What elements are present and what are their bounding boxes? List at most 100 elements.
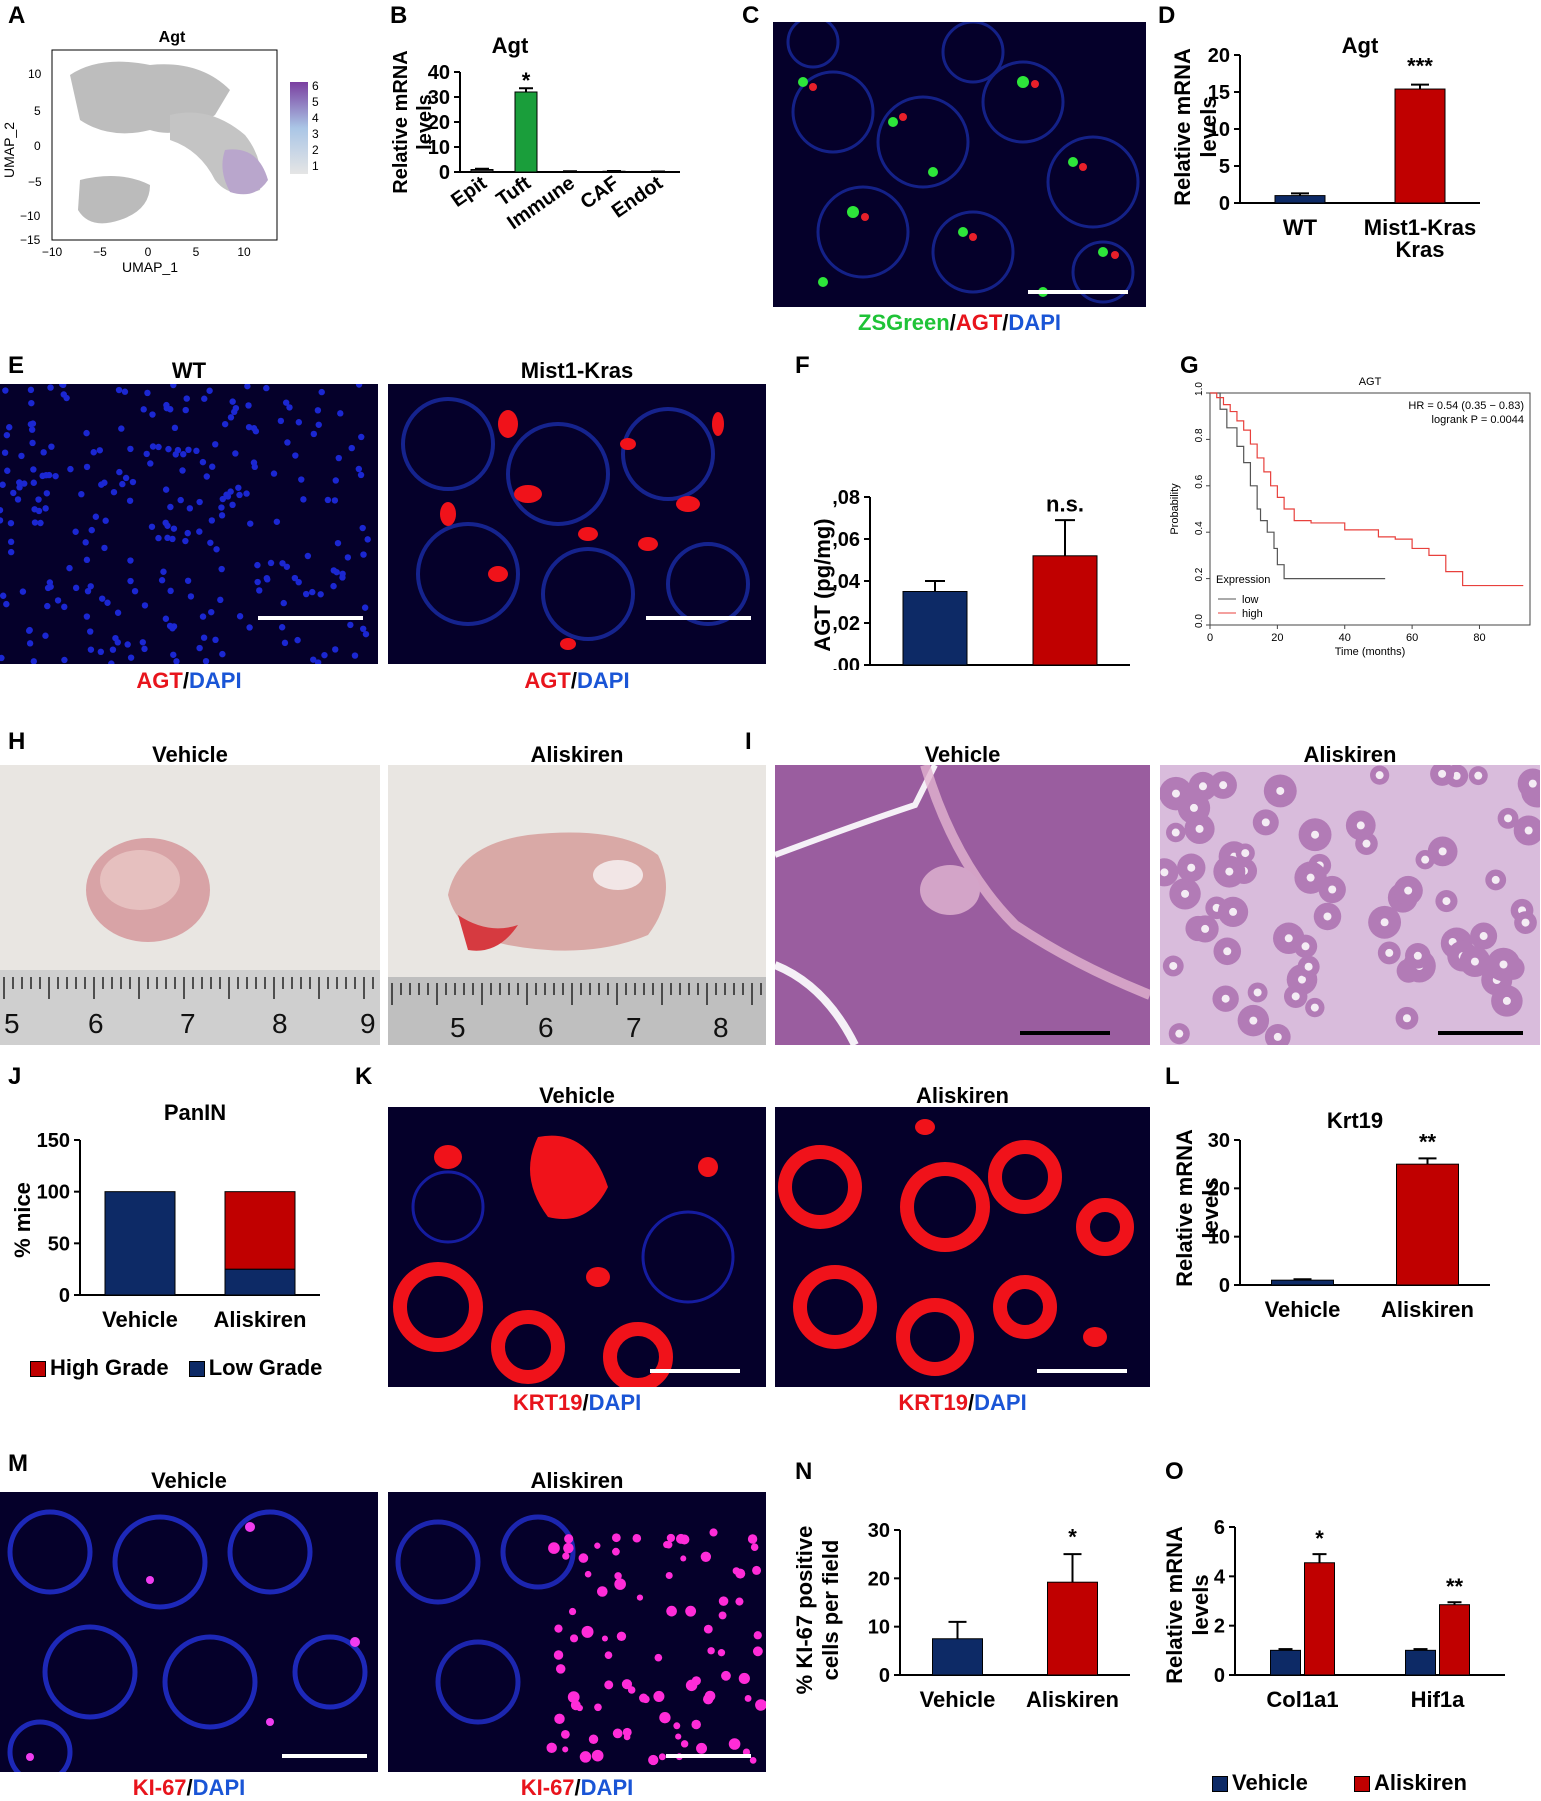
nucleus-dot [196,528,202,534]
ki67-dot [648,1755,658,1765]
title-k-left: Vehicle [388,1083,766,1109]
x-tick-label: Vehicle [102,1307,178,1332]
title-e-right: Mist1-Kras [388,358,766,384]
image-he-aliskiren [1160,765,1540,1045]
svg-text:0: 0 [145,245,152,259]
nucleus-dot [332,646,338,652]
nucleus-dot [162,520,168,526]
nucleus-dot [196,499,202,505]
ki67-dot [570,1634,578,1642]
nucleus-dot [310,656,316,662]
nucleus-dot [127,557,133,563]
nucleus-dot [44,490,50,496]
bar [933,1639,983,1675]
x-tick-label: 60 [1406,632,1418,644]
scale-bar [282,1754,367,1758]
nucleus-dot [229,502,235,508]
ki67-dot [613,1729,623,1739]
nucleus-dot [180,451,186,457]
nucleus-dot [179,467,185,473]
nucleus-dot [0,517,3,523]
y-axis-label: levels [414,94,436,150]
nucleus-dot [281,600,287,606]
y-axis-label: Relative mRNA [390,50,412,193]
nucleus-dot [8,539,14,545]
ki67-dot [556,1664,566,1674]
ki67-dot [612,1533,621,1542]
chart-title: AGT [1359,376,1382,388]
duct-lumen [1187,864,1195,872]
svg-text:10: 10 [28,67,42,81]
y-tick-label: 30 [1208,1130,1230,1152]
ki67-dot [605,1651,613,1659]
caption-k-right: KRT19/DAPI [775,1390,1150,1416]
nucleus-dot [362,604,368,610]
title-m-left: Vehicle [0,1468,378,1494]
nucleus-dot [213,546,219,552]
nucleus-dot [335,540,341,546]
bar [1397,1164,1459,1285]
svg-text:−15: −15 [20,233,41,247]
ki67-dot [701,1552,711,1562]
scale-bar [1037,1369,1127,1373]
duct-lumen [1274,1033,1282,1041]
y-axis-label: Probability [1169,483,1181,535]
nucleus-dot [111,489,117,495]
nucleus-dot [246,424,252,430]
duct-lumen [1160,868,1168,876]
ki67-dot [597,1586,608,1597]
nucleus-dot [31,480,37,486]
nucleus-dot [300,496,306,502]
nucleus-dot [150,443,156,449]
significance-mark: ** [1446,1574,1464,1599]
duct-lumen [1223,947,1231,955]
nucleus-dot [123,475,129,481]
nucleus-dot [99,595,105,601]
nucleus-dot [18,453,24,459]
nucleus-dot [73,585,79,591]
x-tick-label: 40 [1339,632,1351,644]
duct-lumen [1292,992,1300,1000]
km-curve-low [1210,393,1385,579]
panel-label-c: C [742,2,759,30]
umap-plot: Agt 10 5 0 −5 −10 −15 −10 −5 0 5 10 UMAP… [0,20,330,275]
ki67-dot [748,1534,757,1543]
nucleus-dot [356,466,362,472]
duct-lumen [1219,781,1227,789]
title-m-right: Aliskiren [388,1468,766,1494]
nucleus-dot [84,613,90,619]
ki67-dot [753,1646,763,1656]
x-tick-label: Aliskiren [214,1307,307,1332]
ki67-dot [579,1553,589,1563]
ki67-dot [675,1733,681,1739]
duct-lumen [1421,856,1429,864]
ki67-dot [582,1626,594,1638]
svg-text:−10: −10 [20,209,41,223]
significance-mark: *** [1407,54,1433,79]
svg-text:7: 7 [626,1012,642,1043]
ki67-dot [729,1738,741,1750]
ki67-dot [562,1553,569,1560]
ki67-dot [554,1714,564,1724]
nucleus-dot [48,443,54,449]
y-tick-label: ,08 [832,487,860,509]
nucleus-dot [3,601,9,607]
nucleus-dot [200,459,206,465]
nucleus-dot [330,583,336,589]
image-agt-dapi-wt [0,384,378,664]
nucleus-dot [46,472,52,478]
nucleus-dot [167,588,173,594]
nucleus-dot [82,539,88,545]
nucleus-dot [333,477,339,483]
bar [1406,1650,1436,1675]
nucleus-dot [149,411,155,417]
duct-lumen [1357,821,1365,829]
nucleus-dot [219,512,225,518]
ki67-dot [637,1594,643,1600]
nucleus-dot [188,593,194,599]
nucleus-dot [279,560,285,566]
caption-e-right: AGT/DAPI [388,668,766,694]
nucleus-dot [165,446,171,452]
nucleus-dot [185,447,191,453]
